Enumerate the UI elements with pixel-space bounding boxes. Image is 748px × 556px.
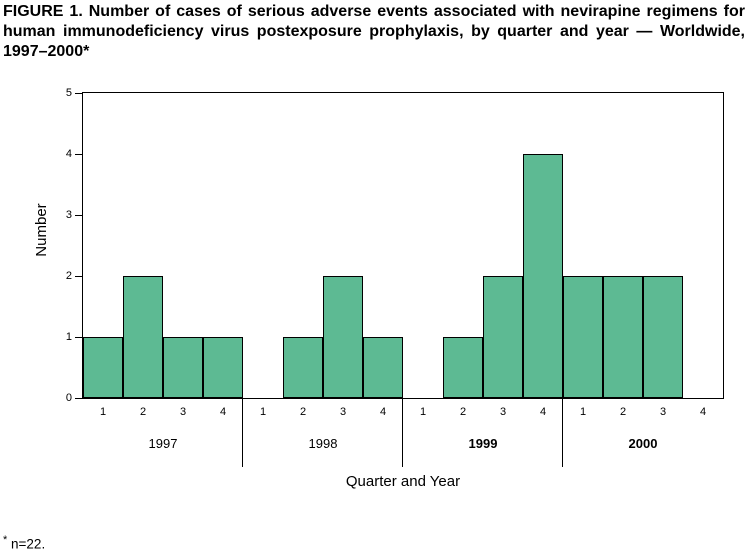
year-label-1997: 1997 xyxy=(148,436,178,451)
bar-1999-q3 xyxy=(483,276,523,398)
bar-1999-q2 xyxy=(443,337,483,398)
y-tick-label: 4 xyxy=(65,148,72,160)
quarter-tick-label: 3 xyxy=(339,406,347,418)
y-tick-label: 3 xyxy=(65,209,72,221)
bar-2000-q1 xyxy=(563,276,603,398)
y-tick-mark xyxy=(75,154,82,155)
footnote-text: n=22. xyxy=(7,536,46,552)
y-tick-label: 2 xyxy=(65,270,72,282)
figure-title: FIGURE 1. Number of cases of serious adv… xyxy=(3,3,745,60)
quarter-tick-label: 1 xyxy=(419,406,427,418)
bar-1998-q3 xyxy=(323,276,363,398)
plot-area xyxy=(82,92,724,399)
quarter-tick-label: 1 xyxy=(259,406,267,418)
bar-1998-q4 xyxy=(363,337,403,398)
bar-chart: Number Quarter and Year 1 2 3 4 1997 1 2 3 4 1998… xyxy=(0,85,748,500)
bar-1997-q2 xyxy=(123,276,163,398)
year-label-2000: 2000 xyxy=(628,436,658,451)
year-label-1999: 1999 xyxy=(468,436,498,451)
y-tick-label: 5 xyxy=(65,87,72,99)
bar-1997-q3 xyxy=(163,337,203,398)
quarter-tick-label: 1 xyxy=(579,406,587,418)
y-tick-label: 1 xyxy=(65,331,72,343)
y-tick-mark xyxy=(75,337,82,338)
bar-2000-q3 xyxy=(643,276,683,398)
y-tick-label: 0 xyxy=(65,392,72,404)
y-tick-mark xyxy=(75,276,82,277)
quarter-tick-label: 2 xyxy=(299,406,307,418)
year-divider xyxy=(242,399,243,467)
bar-1997-q4 xyxy=(203,337,243,398)
quarter-tick-label: 2 xyxy=(619,406,627,418)
quarter-tick-label: 3 xyxy=(499,406,507,418)
quarter-tick-label: 3 xyxy=(179,406,187,418)
y-tick-mark xyxy=(75,93,82,94)
quarter-tick-label: 4 xyxy=(539,406,547,418)
quarter-tick-label: 3 xyxy=(659,406,667,418)
year-divider xyxy=(402,399,403,467)
footnote-symbol: * xyxy=(3,534,8,546)
quarter-tick-label: 2 xyxy=(139,406,147,418)
footnote: * n=22. xyxy=(3,532,45,553)
x-axis-title: Quarter and Year xyxy=(345,473,461,490)
year-label-1998: 1998 xyxy=(308,436,338,451)
y-tick-mark xyxy=(75,215,82,216)
year-divider xyxy=(562,399,563,467)
quarter-tick-label: 4 xyxy=(219,406,227,418)
bar-1998-q2 xyxy=(283,337,323,398)
bar-1997-q1 xyxy=(83,337,123,398)
quarter-tick-label: 2 xyxy=(459,406,467,418)
bar-1999-q4 xyxy=(523,154,563,398)
quarter-tick-label: 4 xyxy=(699,406,707,418)
bar-2000-q2 xyxy=(603,276,643,398)
quarter-tick-label: 4 xyxy=(379,406,387,418)
quarter-tick-label: 1 xyxy=(99,406,107,418)
y-tick-mark xyxy=(75,398,82,399)
